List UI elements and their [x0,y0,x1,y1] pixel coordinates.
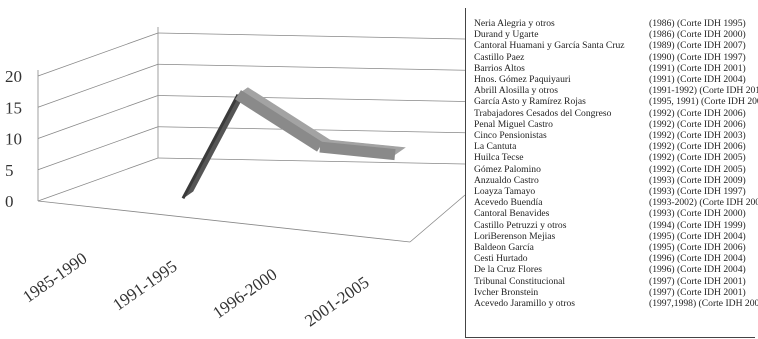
case-years: (1996) (Corte IDH 2004) [649,253,746,265]
floor-right-edge [409,194,465,243]
case-years: (1990) (Corte IDH 1997) [649,51,746,63]
case-years: (1992) (Corte IDH 2005) [649,163,746,175]
case-name: Huilca Tecse [474,152,524,164]
case-name: Cantoral Huamani y García Santa Cruz [474,40,625,52]
gridline-left [37,63,159,108]
gridline-left [37,157,159,202]
case-years: (1997) (Corte IDH 2001) [649,286,746,298]
case-name: Cesti Hurtado [474,253,528,265]
case-name: Trabajadores Cesados del Congreso [474,107,612,119]
gridline-back [157,32,465,40]
case-name: Gómez Palomino [474,163,541,175]
case-years: (1989) (Corte IDH 2007) [649,40,746,52]
gridline-left [37,126,159,171]
case-name: De la Cruz Flores [474,264,542,276]
case-years: (1995) (Corte IDH 2004) [649,230,746,242]
case-name: Barrios Altos [474,62,525,74]
case-years: (1992) (Corte IDH 2005) [649,152,746,164]
case-list-panel [465,8,755,338]
case-name: Cantoral Benavides [474,208,550,220]
case-name: La Cantuta [474,141,517,153]
gridline-back [157,63,465,71]
case-name: Anzualdo Castro [474,174,539,186]
case-name: LoriBerenson Mejias [474,230,556,242]
case-name: Neria Alegria y otros [474,18,555,29]
case-name: García Asto y Ramírez Rojas [474,96,586,108]
case-name: Ivcher Bronstein [474,286,539,298]
x-tick-label: 1991-1995 [109,257,180,315]
case-name: Durand y Ugarte [474,29,539,41]
case-name: Castillo Petruzzi y otros [474,219,567,231]
case-years: (1991) (Corte IDH 2004) [649,74,746,85]
chart-grid [37,27,465,243]
case-years: (1995) (Corte IDH 2006) [649,242,746,253]
floor-front-edge [37,200,411,243]
case-years: (1992) (Corte IDH 2006) [649,107,746,119]
case-years: (1992) (Corte IDH 2006) [649,118,746,130]
chart-series [181,87,406,200]
y-tick-label: 15 [5,98,22,117]
chart-labels: 0 5 10 15 20 1985-1990 1991-1995 1996-2000 2001-… [5,67,372,330]
x-tick-label: 1996-2000 [209,265,280,323]
case-name: Abrill Alosilla y otros [474,85,558,97]
case-years: (1993) (Corte IDH 2009) [649,174,746,186]
case-years: (1992) (Corte IDH 2003) [649,130,746,141]
case-name: Cinco Pensionistas [474,130,547,141]
y-tick-label: 0 [5,192,14,211]
case-name: Hnos. Gómez Paquiyauri [474,74,571,85]
case-years: (1994) (Corte IDH 1999) [649,219,746,231]
case-years: (1986) (Corte IDH 1995) [649,18,746,29]
case-name: Baldeon García [474,242,534,253]
series-line [181,93,240,200]
series-line [319,141,396,161]
y-tick-label: 20 [5,67,22,86]
case-name: Castillo Paez [474,51,525,63]
ribbon-chart: 0 5 10 15 20 1985-1990 1991-1995 1996-2000 2001-… [5,27,465,330]
case-years: (1993) (Corte IDH 1997) [649,186,746,197]
case-years: (1996) (Corte IDH 2004) [649,264,746,276]
case-name: Penal Miguel Castro [474,118,553,130]
case-years: (1991-1992) (Corte IDH 2011) [649,85,758,97]
x-tick-label: 2001-2005 [301,273,372,331]
x-tick-label: 1985-1990 [19,249,90,307]
gridline-left [37,95,159,139]
gridline-left [37,32,159,77]
case-name: Tribunal Constitucional [474,275,566,287]
case-years: (1993) (Corte IDH 2000) [649,208,746,220]
case-name: Acevedo Buendía [474,197,543,209]
gridline-back [157,95,465,102]
case-name: Loayza Tamayo [474,186,536,197]
case-years: (1997) (Corte IDH 2001) [649,275,746,287]
case-years: (1995, 1991) (Corte IDH 2005) [649,96,758,108]
series-line [235,90,323,152]
y-tick-label: 5 [5,161,14,180]
case-name: Acevedo Jaramillo y otros [474,298,575,309]
case-years: (1992) (Corte IDH 2006) [649,141,746,153]
y-tick-label: 10 [5,130,22,149]
case-years: (1991) (Corte IDH 2001) [649,62,746,74]
case-years: (1986) (Corte IDH 2000) [649,29,746,41]
case-years: (1997,1998) (Corte IDH 2006) [649,298,758,309]
case-years: (1993-2002) (Corte IDH 2009) [649,197,758,209]
